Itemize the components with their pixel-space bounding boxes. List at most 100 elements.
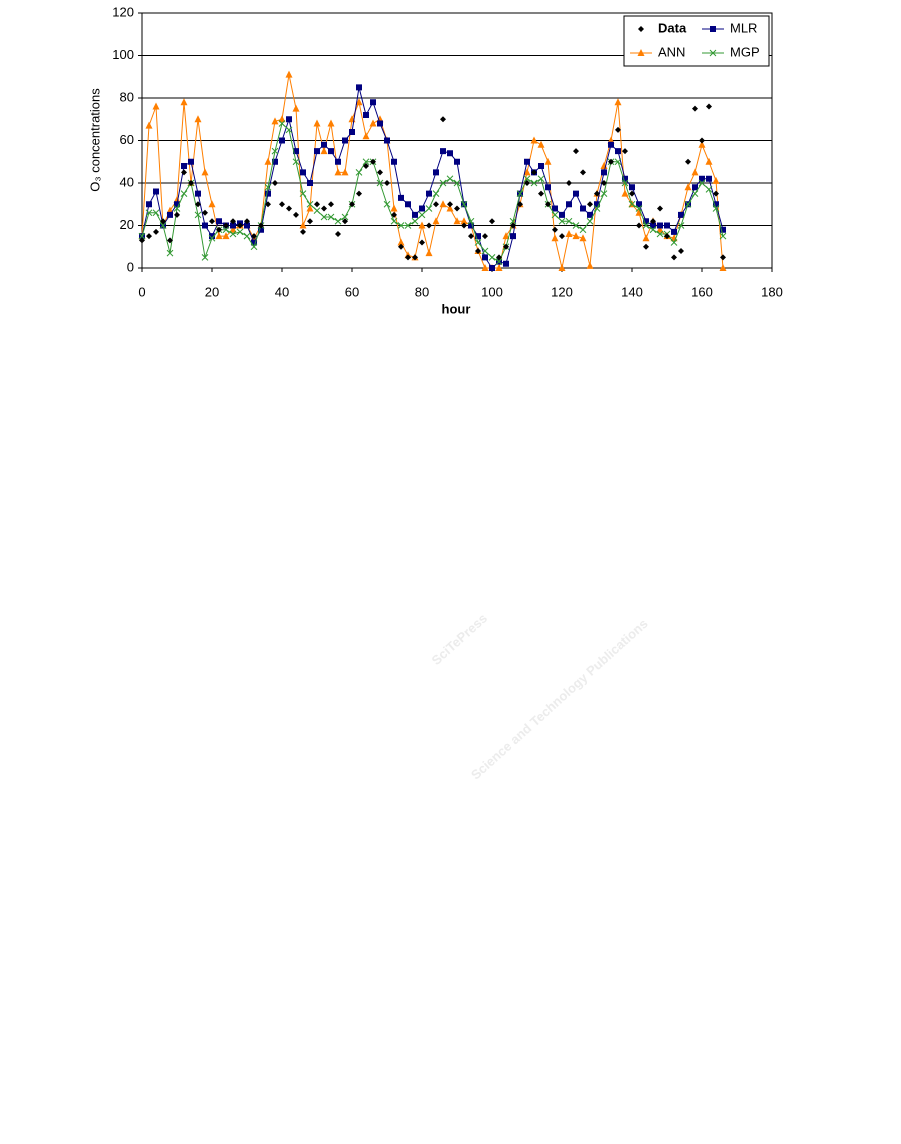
point — [152, 209, 160, 217]
point — [699, 137, 705, 144]
point — [594, 201, 600, 208]
point — [664, 222, 670, 229]
point — [530, 136, 538, 144]
point — [657, 205, 663, 212]
point — [138, 232, 146, 240]
point — [306, 204, 314, 212]
y-tick-label: 20 — [120, 217, 134, 232]
point — [572, 232, 580, 240]
point — [320, 213, 328, 221]
point — [265, 201, 271, 208]
point — [538, 163, 544, 169]
point — [481, 264, 489, 271]
point — [391, 158, 397, 165]
point — [384, 137, 390, 144]
point — [565, 217, 573, 225]
y-tick-label: 0 — [127, 259, 134, 274]
point — [538, 190, 544, 197]
point — [467, 217, 475, 225]
point — [495, 258, 503, 265]
series — [138, 120, 727, 265]
point — [537, 140, 545, 148]
point — [678, 211, 684, 218]
point — [335, 158, 341, 165]
point — [572, 222, 580, 229]
point — [489, 218, 495, 225]
point — [474, 239, 482, 246]
point — [356, 190, 362, 197]
legend-label: MLR — [730, 20, 757, 35]
point — [223, 222, 229, 229]
point — [685, 158, 691, 165]
point — [720, 254, 726, 261]
point — [684, 183, 692, 191]
point — [524, 158, 530, 165]
point — [446, 175, 454, 183]
point — [201, 168, 209, 176]
point — [194, 211, 202, 219]
point — [545, 201, 551, 208]
point — [377, 169, 383, 176]
point — [698, 140, 706, 148]
point — [412, 211, 418, 218]
point — [628, 200, 636, 208]
point — [180, 98, 188, 106]
point — [684, 200, 692, 208]
point — [719, 232, 727, 240]
point — [454, 205, 460, 212]
point — [523, 175, 531, 183]
point — [453, 217, 461, 225]
point — [447, 201, 453, 208]
point — [286, 205, 292, 212]
point — [552, 226, 558, 233]
point — [334, 217, 342, 225]
point — [278, 115, 286, 123]
point — [699, 175, 705, 182]
x-tick-label: 40 — [275, 284, 289, 299]
point — [622, 148, 628, 155]
point — [558, 217, 566, 225]
point — [468, 222, 474, 229]
series-line — [141, 87, 724, 269]
point — [622, 175, 628, 182]
point — [426, 222, 432, 229]
point — [671, 228, 677, 235]
point — [475, 233, 481, 240]
series — [139, 103, 726, 261]
point — [195, 190, 201, 197]
point — [446, 204, 454, 212]
point — [573, 190, 579, 197]
point — [145, 121, 153, 129]
point — [307, 218, 313, 225]
point — [643, 243, 649, 250]
point — [216, 218, 222, 225]
point — [706, 175, 712, 182]
point — [236, 228, 244, 236]
point — [530, 179, 538, 187]
point — [579, 234, 587, 242]
point — [377, 120, 383, 127]
legend-label: Data — [658, 20, 687, 35]
point — [468, 233, 474, 240]
point — [439, 179, 447, 187]
point — [510, 233, 516, 240]
point — [264, 183, 272, 191]
point — [412, 254, 418, 261]
point — [286, 116, 292, 123]
legend: Data MLR ANN MGP — [623, 15, 770, 67]
point — [489, 265, 495, 271]
x-tick-label: 100 — [481, 284, 503, 299]
point — [292, 158, 300, 166]
point — [153, 228, 159, 235]
point — [349, 201, 355, 208]
point — [264, 157, 272, 165]
point — [292, 104, 300, 112]
point — [482, 233, 488, 240]
point — [174, 201, 180, 208]
point — [363, 112, 369, 118]
point — [614, 158, 622, 166]
y-tick-label: 80 — [120, 89, 134, 104]
point — [299, 190, 307, 197]
point — [551, 234, 559, 242]
